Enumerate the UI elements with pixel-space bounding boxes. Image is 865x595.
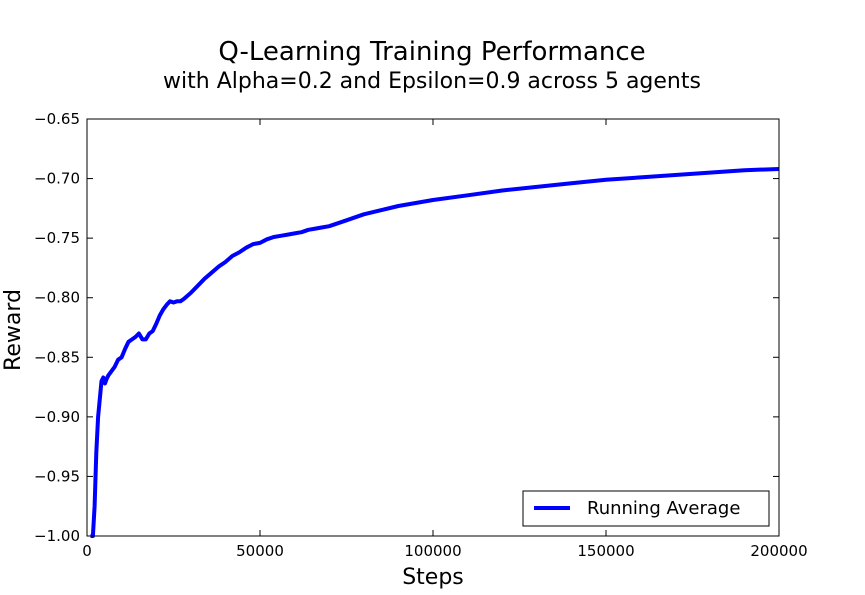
x-tick-label: 50000 bbox=[236, 542, 284, 560]
series-line-running-average bbox=[90, 167, 780, 538]
y-tick-label: −0.75 bbox=[34, 229, 80, 247]
x-tick-label: 0 bbox=[82, 542, 92, 560]
chart-title: Q-Learning Training Performance bbox=[218, 37, 645, 67]
y-tick-label: −0.70 bbox=[34, 170, 80, 188]
x-tick-label: 200000 bbox=[750, 542, 807, 560]
y-tick-label: −0.90 bbox=[34, 408, 80, 426]
plot-area bbox=[90, 167, 780, 538]
legend: Running Average bbox=[522, 490, 770, 527]
y-tick-label: −0.85 bbox=[34, 348, 80, 366]
x-tick-label: 100000 bbox=[404, 542, 461, 560]
chart-subtitle: with Alpha=0.2 and Epsilon=0.9 across 5 … bbox=[163, 69, 701, 94]
y-tick-label: −0.65 bbox=[34, 110, 80, 128]
y-tick-label: −1.00 bbox=[34, 527, 80, 545]
axis-ticks: 0 50000 100000 150000 200000 −1.00 −0.95 −0.90 −… bbox=[34, 110, 808, 560]
plot-frame bbox=[86, 118, 780, 537]
y-tick-label: −0.95 bbox=[34, 467, 80, 485]
y-tick-label: −0.80 bbox=[34, 289, 80, 307]
x-tick-label: 150000 bbox=[577, 542, 634, 560]
x-axis-label: Steps bbox=[402, 565, 464, 590]
legend-label-running-average: Running Average bbox=[587, 498, 740, 519]
y-axis-label: Reward bbox=[1, 289, 26, 371]
